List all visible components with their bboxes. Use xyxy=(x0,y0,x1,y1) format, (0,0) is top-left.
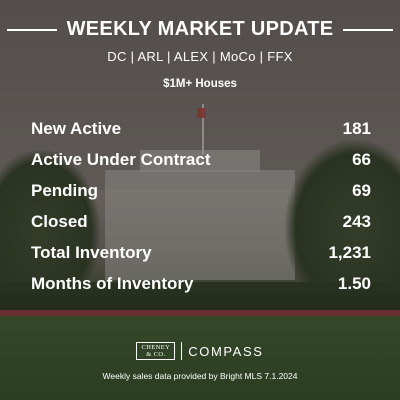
segment-label: $1M+ Houses xyxy=(163,78,237,90)
header: WEEKLY MARKET UPDATE DC | ARL | ALEX | M… xyxy=(0,18,400,90)
stat-value: 66 xyxy=(352,149,371,169)
cheney-logo: CHENEY & CO. xyxy=(136,342,176,360)
trees-right xyxy=(285,140,400,300)
stat-label: Pending xyxy=(31,180,99,200)
hedge xyxy=(0,282,400,314)
stat-label: New Active xyxy=(31,118,122,138)
stat-value: 1.50 xyxy=(337,273,371,293)
stat-label: Total Inventory xyxy=(31,242,152,262)
stat-value: 69 xyxy=(352,180,371,200)
trees-left xyxy=(0,150,100,300)
stat-label: Active Under Contract xyxy=(31,149,211,169)
flagpole xyxy=(202,104,204,154)
title-rule-left xyxy=(6,28,57,31)
stat-value: 243 xyxy=(342,211,371,231)
stat-value: 181 xyxy=(342,118,371,138)
white-house xyxy=(105,170,295,280)
flag-icon xyxy=(197,108,205,118)
house-roof xyxy=(140,150,260,172)
logo-divider xyxy=(181,342,183,360)
stat-row-closed: Closed 243 xyxy=(31,206,371,237)
title-row: WEEKLY MARKET UPDATE xyxy=(0,18,400,41)
stat-row-new-active: New Active 181 xyxy=(31,113,371,144)
title-rule-right xyxy=(343,28,394,31)
stat-value: 1,231 xyxy=(328,242,371,262)
flower-bed xyxy=(0,310,400,316)
stats-list: New Active 181 Active Under Contract 66 … xyxy=(31,113,371,299)
stat-row-active-under-contract: Active Under Contract 66 xyxy=(31,144,371,175)
stat-row-months-of-inventory: Months of Inventory 1.50 xyxy=(31,268,371,299)
compass-logo: COMPASS xyxy=(188,343,264,359)
page-title: WEEKLY MARKET UPDATE xyxy=(66,18,334,40)
stat-row-total-inventory: Total Inventory 1,231 xyxy=(31,237,371,268)
lawn xyxy=(0,316,400,400)
cheney-logo-line2: & CO. xyxy=(146,351,166,358)
brand-logos: CHENEY & CO. COMPASS xyxy=(0,342,400,360)
stat-label: Months of Inventory xyxy=(31,273,194,293)
cheney-logo-line1: CHENEY xyxy=(141,344,171,351)
stat-label: Closed xyxy=(31,211,88,231)
data-source-note: Weekly sales data provided by Bright MLS… xyxy=(102,371,298,381)
stat-row-pending: Pending 69 xyxy=(31,175,371,206)
regions-subtitle: DC | ARL | ALEX | MoCo | FFX xyxy=(107,49,293,64)
